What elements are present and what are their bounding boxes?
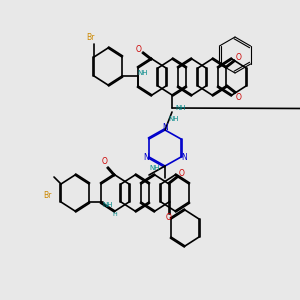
Text: NH: NH — [169, 116, 179, 122]
Text: O: O — [102, 158, 108, 166]
Text: NH: NH — [176, 105, 186, 111]
Text: O: O — [166, 214, 172, 223]
Text: Br: Br — [86, 34, 94, 43]
Text: Br: Br — [43, 190, 51, 200]
Text: N: N — [181, 152, 187, 161]
Text: NH: NH — [138, 70, 148, 76]
Text: N: N — [162, 122, 168, 131]
Text: O: O — [136, 44, 142, 53]
Text: NH: NH — [103, 202, 113, 208]
Text: N: N — [143, 152, 149, 161]
Text: O: O — [179, 169, 185, 178]
Text: O: O — [236, 53, 242, 62]
Text: H: H — [112, 212, 117, 217]
Text: O: O — [236, 92, 242, 101]
Text: NH: NH — [150, 165, 160, 171]
